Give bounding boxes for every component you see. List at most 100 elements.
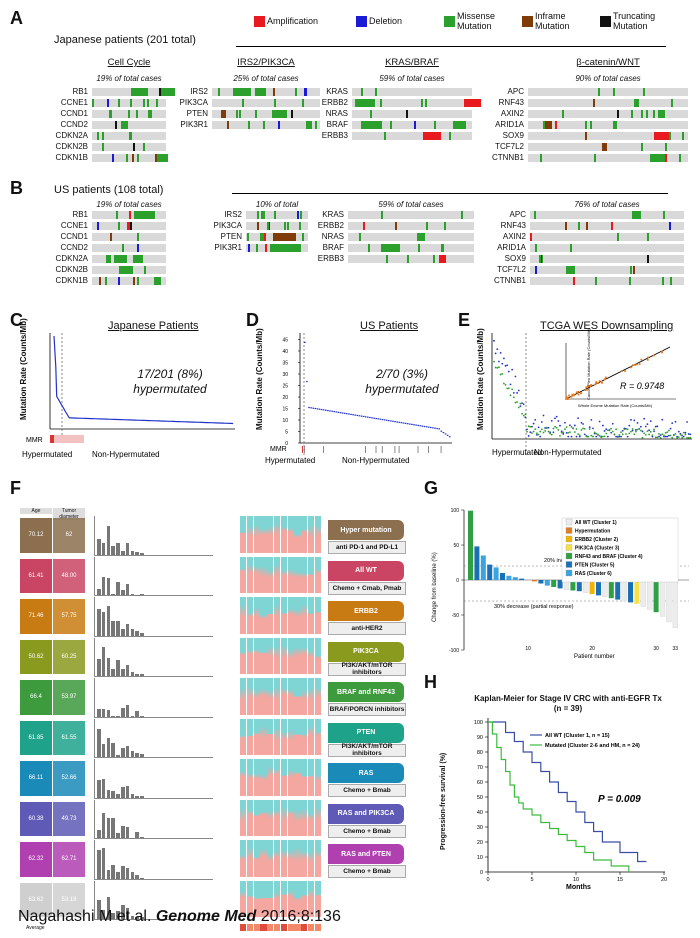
alteration-mark (102, 132, 104, 140)
f-stacked-column (280, 556, 287, 593)
c-mmr-label: MMR (26, 437, 43, 444)
c-ylabel: Mutation Rate (Counts/Mb) (19, 318, 28, 420)
c-mmr-red (50, 435, 54, 443)
f-hist-bar (121, 865, 125, 879)
h-legend-wt: All WT (Cluster 1, n = 15) (545, 733, 610, 739)
a-gene-irs2: IRS2 (190, 87, 208, 96)
alteration-mark (641, 143, 643, 151)
f-stacked-column (253, 556, 260, 593)
panel-h-letter: H (424, 672, 437, 692)
f-drug-1: Chemo + Cmab, Pmab (328, 581, 406, 595)
alteration-mark (611, 222, 613, 230)
f-stacked-column (287, 516, 294, 553)
alteration-mark (154, 277, 156, 285)
panel-d-title: US Patients (360, 320, 419, 332)
svg-text:35: 35 (282, 361, 288, 367)
f-age-cell-5: 61.85 (20, 720, 52, 755)
alteration-mark (282, 244, 301, 252)
alteration-mark (590, 121, 592, 129)
b-track-cdkn1b (92, 277, 166, 285)
h-legend-mut: Mutated (Cluster 2-6 and HM, n = 24) (545, 743, 640, 749)
f-hist-bar (135, 710, 139, 717)
alteration-mark (136, 110, 138, 118)
f-mutation-histogram-7 (94, 799, 213, 839)
a-track-ctnnb1 (528, 154, 688, 162)
alteration-mark (361, 88, 363, 96)
f-stacked-column (308, 556, 315, 593)
alteration-mark (543, 121, 545, 129)
d-ylabel: Mutation Rate (Counts/Mb) (255, 328, 264, 430)
alteration-mark (633, 266, 635, 274)
f-stacked-column (274, 637, 281, 674)
a-gene-pik3r1: PIK3R1 (180, 120, 208, 129)
b-gene-rb1: RB1 (72, 210, 88, 219)
b-gene-cdkn1b: CDKN1B (55, 276, 88, 285)
alteration-mark (363, 121, 382, 129)
b-gene-braf: BRAF (322, 243, 344, 252)
f-hist-bar (116, 794, 120, 798)
f-hist-bar (101, 647, 106, 676)
f-stacked-column (314, 637, 321, 674)
b-track-apc (530, 211, 684, 219)
f-hist-bar (125, 908, 130, 919)
alteration-mark (106, 255, 111, 263)
alteration-mark (107, 99, 109, 107)
f-hist-bar (121, 629, 125, 636)
alteration-mark (263, 121, 265, 129)
alteration-mark (278, 121, 280, 129)
f-stacked-column (260, 799, 267, 836)
f-stacked-column (280, 759, 287, 796)
f-stacked-column (308, 678, 315, 715)
a-track-apc (528, 88, 688, 96)
a-track-erbb2 (352, 99, 481, 107)
alteration-mark (99, 277, 101, 285)
f-hist-bar (97, 729, 101, 757)
b-gene-cdkn2a: CDKN2A (55, 254, 88, 263)
f-hist-bar (125, 583, 130, 595)
b-gene-rnf43: RNF43 (500, 221, 526, 230)
a-gene-pten: PTEN (186, 109, 208, 118)
alteration-mark (634, 99, 639, 107)
a-gene-nras: NRAS (325, 109, 348, 118)
f-stacked-column (280, 718, 287, 755)
d-mmr-label: MMR (270, 446, 287, 453)
a-track-nras (352, 110, 472, 118)
b-track-ctnnb1 (530, 277, 684, 285)
alteration-mark (112, 154, 114, 162)
b-pct-0: 19% of total cases (96, 200, 162, 209)
alteration-mark (263, 211, 265, 219)
alteration-mark (535, 266, 537, 274)
f-stacked-column (253, 516, 260, 553)
alteration-mark (380, 99, 382, 107)
legend-label-0: Amplification (267, 16, 319, 26)
alteration-mark (102, 143, 104, 151)
f-hist-bar (130, 594, 135, 595)
alteration-mark (375, 88, 377, 96)
a-group-title-2: KRAS/BRAF (385, 57, 439, 68)
f-stacked-column (267, 637, 274, 674)
f-bottom-strip (308, 924, 315, 931)
b-track-braf (348, 244, 474, 252)
b-gene-tcf7l2: TCF7L2 (497, 265, 526, 274)
f-stacked-column (274, 556, 281, 593)
alteration-mark (299, 222, 301, 230)
f-therapy-4: BRAF and RNF43 (328, 682, 404, 702)
b-gene-axin2: AXIN2 (502, 232, 526, 241)
f-hist-bar (101, 577, 106, 595)
g-yticks: 100 50 0 -50 -100 (449, 508, 464, 654)
panel-e-title: TCGA WES Downsampling (540, 320, 674, 332)
legend-swatch-3 (522, 16, 533, 27)
alteration-mark (643, 88, 645, 96)
svg-text:100: 100 (451, 508, 460, 514)
f-age-cell-8: 62.32 (20, 842, 52, 877)
alteration-mark (540, 255, 542, 263)
f-tumor-cell-7: 49.73 (53, 801, 85, 836)
svg-text:30: 30 (282, 372, 288, 378)
f-mutation-histogram-2 (94, 597, 213, 637)
c-annotation-line2: hypermutated (133, 382, 207, 396)
alteration-mark (555, 121, 557, 129)
alteration-mark (300, 211, 302, 219)
f-hist-bar (97, 829, 101, 838)
svg-text:0: 0 (486, 877, 489, 883)
f-hist-bar (125, 745, 130, 757)
